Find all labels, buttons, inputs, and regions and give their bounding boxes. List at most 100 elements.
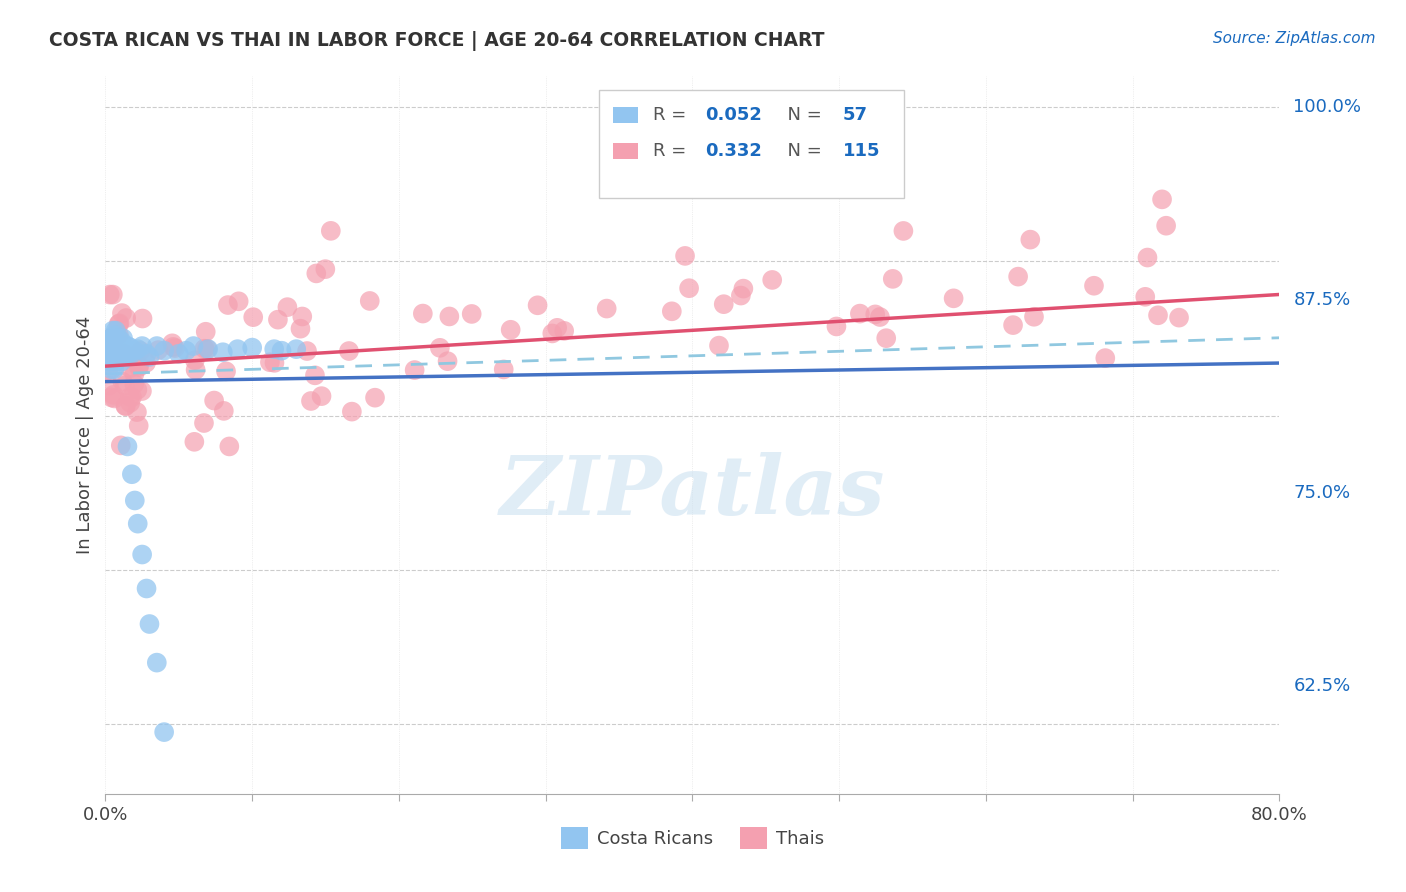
Point [1168,310,1191,325]
Point [108,350,131,364]
Point [359,293,381,308]
Point [135,356,157,370]
Point [120,396,142,410]
Point [211,345,233,359]
Y-axis label: In Labor Force | Age 20-64: In Labor Force | Age 20-64 [76,316,94,554]
Point [492,362,515,376]
Point [103,388,125,402]
Point [121,467,143,482]
Point [195,342,218,356]
Point [98,347,121,361]
Point [305,267,328,281]
Point [115,311,138,326]
Point [311,389,333,403]
Point [138,350,160,364]
Point [107,347,129,361]
Point [127,516,149,531]
Point [162,340,184,354]
Point [314,262,336,277]
Point [849,307,872,321]
Point [114,350,136,364]
Point [108,316,131,330]
Point [128,359,150,373]
Point [546,321,568,335]
Point [364,391,387,405]
Point [103,362,125,376]
Point [276,300,298,314]
Point [404,363,426,377]
Point [112,346,135,360]
Point [129,343,152,358]
Point [240,341,263,355]
Point [100,331,122,345]
Point [120,361,142,376]
Point [436,354,458,368]
Text: N =: N = [776,142,827,161]
Point [460,307,482,321]
Point [194,325,217,339]
Point [263,356,285,370]
Point [242,310,264,325]
Text: R =: R = [652,106,692,124]
Point [111,375,134,389]
Point [942,291,965,305]
Point [1022,310,1045,324]
Point [100,337,122,351]
Point [869,310,891,324]
Point [146,656,169,670]
Point [100,347,122,361]
Point [117,439,139,453]
Point [304,368,326,383]
Text: R =: R = [652,142,692,161]
Point [100,391,122,405]
Point [1083,278,1105,293]
Point [104,354,127,368]
Bar [613,107,638,123]
Point [162,336,184,351]
Point [202,393,225,408]
Point [131,384,153,398]
Point [707,338,730,352]
Point [267,312,290,326]
Point [1135,290,1157,304]
Bar [613,144,638,159]
Point [259,355,281,369]
Point [97,354,120,368]
Point [153,343,176,358]
Point [103,347,125,361]
Point [131,339,153,353]
Point [1147,308,1170,322]
Legend: Costa Ricans, Thais: Costa Ricans, Thais [554,820,831,856]
Point [825,319,848,334]
Point [105,328,128,343]
Point [217,298,239,312]
Point [263,342,285,356]
Point [1136,251,1159,265]
Point [124,343,146,358]
Point [340,404,363,418]
Point [125,405,148,419]
Point [893,224,915,238]
Text: 0.052: 0.052 [706,106,762,124]
Point [101,354,124,368]
Point [112,348,135,362]
Point [291,310,314,324]
Point [197,342,219,356]
Point [105,353,128,368]
Point [121,390,143,404]
Point [228,294,250,309]
Point [97,363,120,377]
Point [107,317,129,331]
Point [131,548,153,562]
Point [108,347,131,361]
Point [526,298,548,312]
Text: 57: 57 [842,106,868,124]
Point [183,339,205,353]
Point [98,354,121,368]
Point [153,725,176,739]
Point [110,354,132,368]
Point [299,394,322,409]
Point [98,339,121,353]
Point [146,339,169,353]
Point [541,326,564,341]
